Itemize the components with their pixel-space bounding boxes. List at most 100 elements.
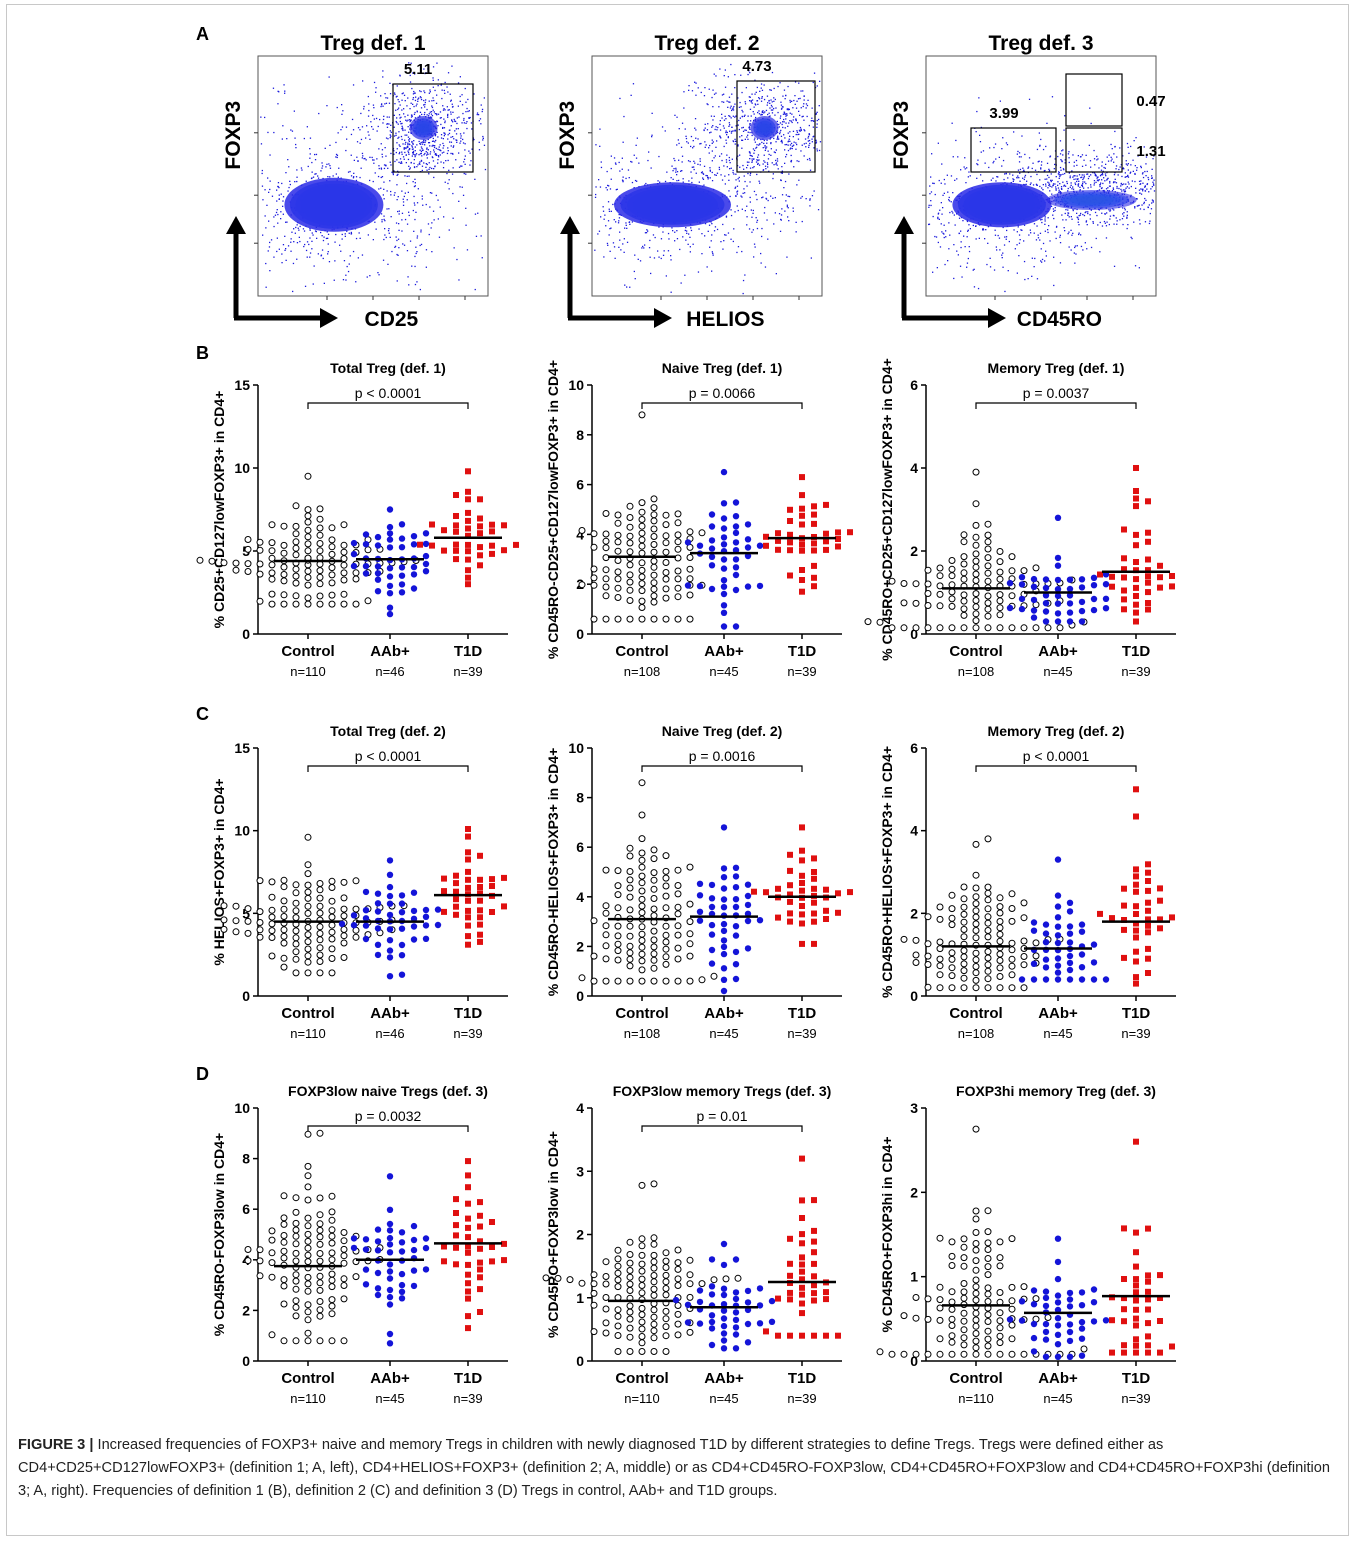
- data-point: [1008, 1321, 1016, 1329]
- data-point: [924, 952, 932, 960]
- data-point: [602, 1305, 610, 1313]
- data-point: [811, 583, 817, 590]
- y-axis-label: % CD45RO+HELIOS+FOXP3+ in CD4+: [879, 746, 895, 998]
- data-point: [256, 933, 264, 941]
- data-point: [398, 572, 406, 579]
- data-point: [1020, 914, 1028, 922]
- data-point: [708, 1291, 716, 1298]
- data-point: [501, 522, 507, 529]
- y-tick-label: 15: [234, 377, 250, 393]
- data-point: [477, 552, 483, 559]
- data-point: [674, 531, 682, 539]
- data-point: [1032, 624, 1040, 632]
- category-label: T1D: [1122, 1005, 1151, 1022]
- data-point: [362, 570, 370, 577]
- y-axis-label: % CD45RO-HELIOS+FOXP3+ in CD4+: [545, 748, 561, 997]
- data-point: [732, 513, 740, 520]
- data-point: [1054, 892, 1062, 899]
- data-point: [1042, 964, 1050, 971]
- data-point: [362, 531, 370, 538]
- data-point: [1054, 932, 1062, 939]
- data-point: [477, 852, 483, 859]
- data-point: [1054, 1258, 1062, 1266]
- panel-letter-c: C: [196, 704, 209, 724]
- data-point: [477, 931, 483, 938]
- data-point: [386, 536, 394, 543]
- data-point: [374, 570, 382, 577]
- data-point: [340, 569, 348, 577]
- points-aab: [696, 824, 764, 995]
- data-point: [386, 1275, 394, 1282]
- data-point: [744, 544, 752, 551]
- data-point: [626, 1348, 634, 1355]
- data-point: [398, 544, 406, 551]
- data-point: [823, 501, 829, 508]
- data-point: [316, 505, 324, 513]
- data-point: [674, 1259, 682, 1267]
- data-point: [465, 1288, 471, 1295]
- data-point: [1042, 1336, 1050, 1343]
- data-point: [744, 536, 752, 543]
- data-point: [732, 1331, 740, 1338]
- n-label: n=45: [709, 1391, 738, 1406]
- data-point: [410, 571, 418, 578]
- data-point: [1066, 609, 1074, 616]
- y-tick-label: 10: [234, 823, 250, 839]
- data-point: [453, 1222, 459, 1229]
- data-point: [1157, 574, 1163, 581]
- data-point: [304, 902, 312, 910]
- y-tick-label: 0: [910, 626, 918, 642]
- data-point: [374, 563, 382, 570]
- data-point: [292, 600, 300, 608]
- data-point: [708, 1318, 716, 1326]
- data-point: [316, 1226, 324, 1234]
- data-point: [1008, 1335, 1016, 1343]
- data-point: [835, 1332, 841, 1339]
- flow-events: [928, 96, 1156, 293]
- data-point: [972, 1229, 980, 1236]
- data-point: [590, 917, 598, 925]
- data-point: [280, 600, 288, 608]
- data-point: [1030, 607, 1038, 614]
- data-point: [984, 835, 992, 843]
- data-point: [948, 905, 956, 913]
- data-point: [1121, 606, 1127, 613]
- y-tick-label: 4: [576, 889, 584, 905]
- data-point: [650, 1278, 658, 1286]
- data-point: [1054, 1341, 1062, 1348]
- category-label: T1D: [454, 1370, 483, 1387]
- data-point: [811, 511, 817, 518]
- data-point: [1030, 596, 1038, 604]
- data-point: [1032, 952, 1040, 960]
- y-tick-label: 4: [910, 823, 918, 839]
- data-point: [972, 871, 980, 879]
- y-tick-label: 3: [910, 1100, 918, 1116]
- data-point: [996, 1317, 1004, 1325]
- data-point: [811, 1282, 817, 1289]
- data-point: [996, 575, 1004, 583]
- data-point: [1133, 576, 1139, 583]
- data-point: [1042, 618, 1050, 625]
- data-point: [477, 914, 483, 921]
- data-point: [1020, 567, 1028, 575]
- data-point: [972, 617, 980, 625]
- data-point: [720, 623, 728, 630]
- data-point: [638, 923, 646, 931]
- data-point: [984, 624, 992, 632]
- data-point: [1054, 1235, 1062, 1242]
- data-point: [948, 972, 956, 980]
- data-point: [578, 974, 586, 982]
- y-tick-label: 0: [576, 626, 584, 642]
- data-point: [304, 1301, 312, 1309]
- data-point: [1145, 1296, 1151, 1303]
- data-point: [280, 522, 288, 530]
- data-point: [811, 885, 817, 892]
- data-point: [638, 516, 646, 523]
- data-point: [398, 941, 406, 949]
- data-point: [1133, 1315, 1139, 1322]
- data-point: [465, 1184, 471, 1191]
- data-point: [614, 519, 622, 527]
- data-point: [590, 574, 598, 582]
- data-point: [972, 1296, 980, 1304]
